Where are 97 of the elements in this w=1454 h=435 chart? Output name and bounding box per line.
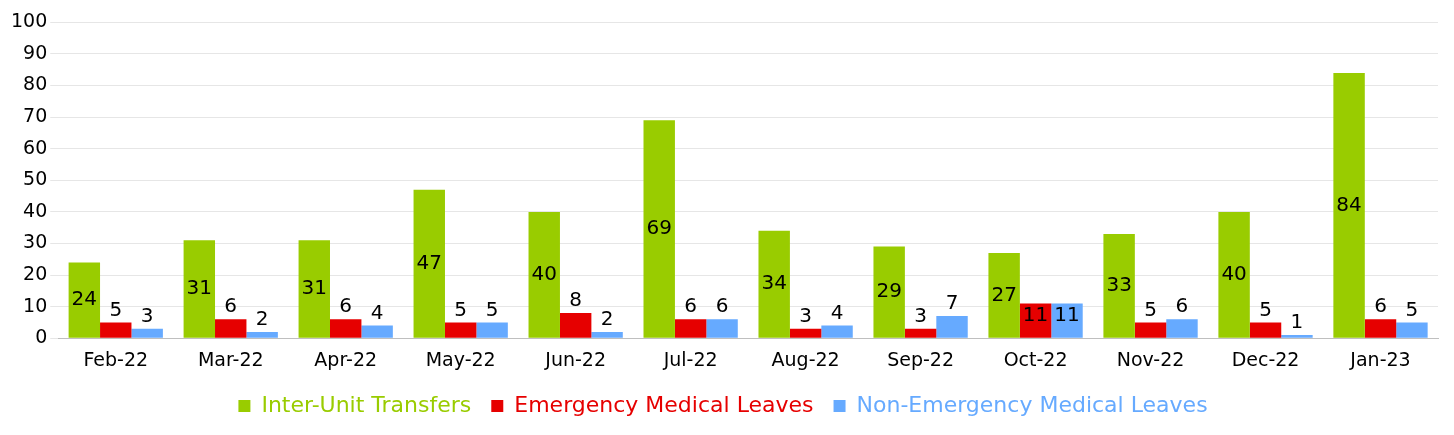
y-tick-label: 0 bbox=[35, 325, 48, 348]
data-label: 6 bbox=[715, 293, 729, 318]
bar bbox=[1051, 303, 1083, 338]
data-label: 6 bbox=[684, 293, 698, 318]
x-tick-label: Aug-22 bbox=[771, 347, 840, 370]
data-label: 11 bbox=[1054, 301, 1080, 326]
bar bbox=[68, 262, 101, 338]
x-tick-label: May-22 bbox=[425, 347, 496, 370]
bar bbox=[444, 322, 477, 338]
data-label: 31 bbox=[186, 275, 213, 300]
bar bbox=[674, 319, 707, 338]
bar bbox=[131, 328, 163, 338]
data-label: 5 bbox=[1259, 296, 1272, 321]
bar bbox=[591, 331, 623, 338]
data-label: 11 bbox=[1022, 301, 1049, 326]
data-label: 3 bbox=[799, 302, 812, 327]
data-label: 3 bbox=[914, 302, 927, 327]
bar bbox=[1364, 319, 1397, 338]
legend-label: Inter-Unit Transfers bbox=[261, 391, 472, 417]
x-tick-label: Mar-22 bbox=[197, 347, 264, 370]
x-tick-label: Apr-22 bbox=[314, 347, 378, 370]
x-tick-label: Dec-22 bbox=[1231, 347, 1300, 370]
data-label: 6 bbox=[1374, 293, 1387, 318]
bar bbox=[706, 319, 738, 338]
bar bbox=[100, 322, 132, 338]
bar bbox=[330, 319, 362, 338]
bar bbox=[789, 328, 822, 338]
data-label: 84 bbox=[1336, 191, 1362, 216]
bar bbox=[361, 325, 393, 338]
bar bbox=[559, 312, 592, 338]
data-label: 5 bbox=[109, 296, 123, 321]
data-label: 6 bbox=[339, 293, 353, 318]
data-label: 3 bbox=[140, 302, 154, 327]
bar bbox=[183, 240, 216, 338]
data-label: 2 bbox=[600, 306, 614, 331]
x-tick-label: Oct-22 bbox=[1003, 347, 1068, 370]
data-label: 1 bbox=[1290, 309, 1304, 334]
data-label: 5 bbox=[485, 296, 499, 321]
bar bbox=[821, 325, 853, 338]
bar bbox=[643, 120, 675, 338]
y-tick-label: 10 bbox=[23, 293, 48, 316]
data-label: 47 bbox=[416, 249, 442, 274]
data-label: 5 bbox=[1405, 296, 1419, 321]
data-label: 34 bbox=[761, 270, 787, 295]
y-tick-label: 20 bbox=[23, 261, 48, 284]
bar bbox=[1166, 319, 1198, 338]
bar bbox=[904, 328, 937, 338]
data-label: 33 bbox=[1106, 272, 1132, 297]
data-label: 8 bbox=[569, 287, 583, 312]
x-tick-label: Jul-22 bbox=[662, 347, 718, 370]
bar bbox=[873, 246, 905, 338]
data-label: 2 bbox=[255, 306, 269, 331]
bar bbox=[758, 230, 790, 338]
data-label: 40 bbox=[531, 260, 557, 285]
data-label: 4 bbox=[370, 299, 384, 324]
bar bbox=[413, 189, 445, 338]
data-label: 6 bbox=[224, 293, 238, 318]
y-tick-label: 50 bbox=[23, 167, 48, 190]
x-tick-label: Nov-22 bbox=[1116, 347, 1185, 370]
bar bbox=[1281, 335, 1313, 338]
x-tick-label: Sep-22 bbox=[887, 347, 955, 370]
bar bbox=[1134, 322, 1167, 338]
data-label: 69 bbox=[646, 215, 672, 240]
bar bbox=[1333, 72, 1365, 338]
x-tick-label: Feb-22 bbox=[83, 347, 149, 370]
data-label: 6 bbox=[1175, 293, 1189, 318]
y-tick-label: 70 bbox=[23, 104, 48, 127]
y-tick-label: 60 bbox=[23, 135, 48, 158]
legend-label: Non-Emergency Medical Leaves bbox=[856, 391, 1208, 417]
y-tick-label: 80 bbox=[23, 72, 48, 95]
data-label: 24 bbox=[71, 286, 98, 311]
bar bbox=[246, 331, 278, 338]
bar bbox=[1218, 211, 1250, 338]
data-label: 4 bbox=[830, 299, 844, 324]
data-label: 5 bbox=[1144, 296, 1157, 321]
data-label: 7 bbox=[945, 290, 959, 315]
bar bbox=[476, 322, 508, 338]
y-tick-label: 90 bbox=[23, 40, 48, 63]
data-label: 27 bbox=[991, 281, 1017, 306]
data-label: 31 bbox=[301, 275, 328, 300]
bar bbox=[936, 316, 968, 338]
y-tick-label: 100 bbox=[11, 9, 48, 32]
x-tick-label: Jan-23 bbox=[1349, 347, 1411, 370]
bar bbox=[215, 319, 247, 338]
data-label: 40 bbox=[1221, 260, 1247, 285]
bar bbox=[988, 252, 1020, 338]
bar bbox=[298, 240, 330, 338]
bar bbox=[1103, 233, 1135, 338]
y-tick-label: 30 bbox=[23, 230, 48, 253]
data-label: 5 bbox=[454, 296, 468, 321]
legend-label: Emergency Medical Leaves bbox=[514, 391, 814, 417]
data-label: 29 bbox=[876, 278, 902, 303]
bar bbox=[1249, 322, 1282, 338]
bar bbox=[528, 211, 560, 338]
bar bbox=[1396, 322, 1428, 338]
y-tick-label: 40 bbox=[23, 198, 48, 221]
x-tick-label: Jun-22 bbox=[544, 347, 607, 370]
